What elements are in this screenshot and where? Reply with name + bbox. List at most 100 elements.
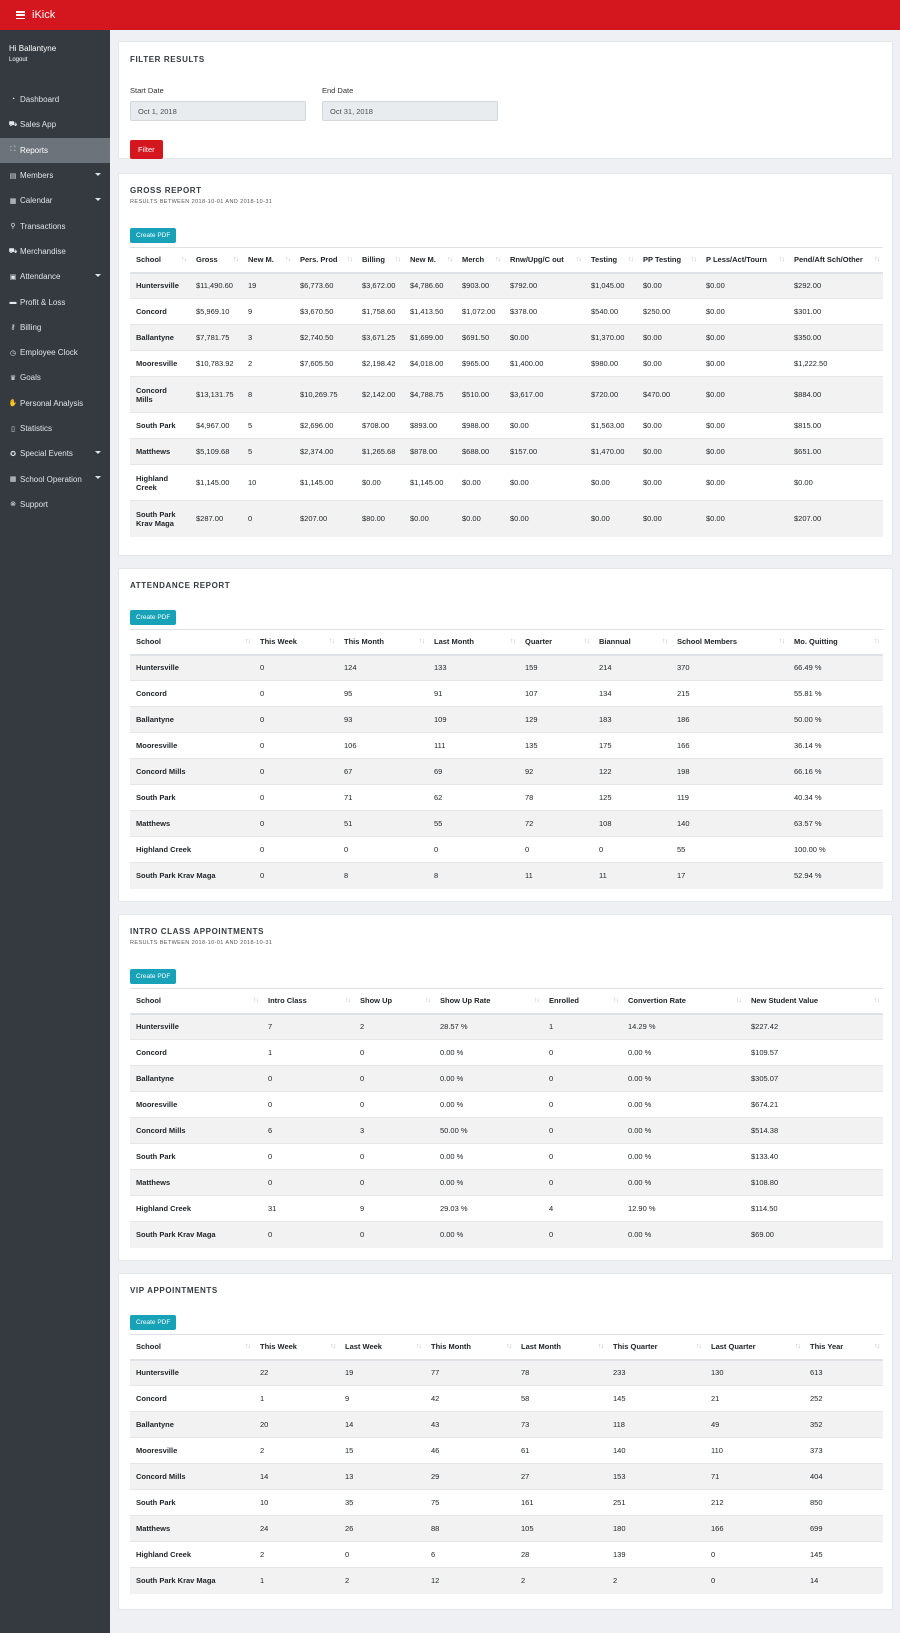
sidebar-item-school-operation[interactable]: ▦ School Operation: [0, 466, 110, 491]
sidebar-item-reports[interactable]: ⛶ Reports: [0, 137, 110, 163]
sidebar-item-support[interactable]: ⊗ Support: [0, 492, 110, 517]
column-header[interactable]: Enrolled ↑↓: [543, 988, 622, 1015]
column-header[interactable]: Quarter ↑↓: [519, 629, 593, 656]
chevron-down-icon[interactable]: [95, 172, 101, 176]
sort-icon[interactable]: ↑↓: [285, 256, 291, 263]
column-header[interactable]: Biannual ↑↓: [593, 629, 671, 656]
sort-icon[interactable]: ↑↓: [395, 256, 401, 263]
chevron-down-icon[interactable]: [95, 274, 101, 278]
sort-icon[interactable]: ↑↓: [419, 638, 425, 645]
sort-icon[interactable]: ↑↓: [662, 638, 668, 645]
column-header[interactable]: Billing ↑↓: [356, 247, 404, 274]
column-header[interactable]: School ↑↓: [130, 1334, 254, 1361]
column-header[interactable]: School Members ↑↓: [671, 629, 788, 656]
sort-icon[interactable]: ↑↓: [506, 1343, 512, 1350]
chevron-down-icon[interactable]: [95, 451, 101, 455]
column-header[interactable]: Pers. Prod ↑↓: [294, 247, 356, 274]
column-header[interactable]: Last Month ↑↓: [515, 1334, 607, 1361]
sidebar-item-employee-clock[interactable]: ◷ Employee Clock: [0, 340, 110, 365]
sort-icon[interactable]: ↑↓: [416, 1343, 422, 1350]
intro-create-pdf-button[interactable]: Create PDF: [130, 969, 177, 984]
column-header[interactable]: This Year ↑↓: [804, 1334, 883, 1361]
sort-icon[interactable]: ↑↓: [447, 256, 453, 263]
sort-icon[interactable]: ↑↓: [495, 256, 501, 263]
sort-icon[interactable]: ↑↓: [253, 997, 259, 1004]
sort-icon[interactable]: ↑↓: [510, 638, 516, 645]
sidebar-item-calendar[interactable]: ▦ Calendar: [0, 188, 110, 213]
column-header[interactable]: This Month ↑↓: [338, 629, 428, 656]
sort-icon[interactable]: ↑↓: [345, 997, 351, 1004]
sort-icon[interactable]: ↑↓: [691, 256, 697, 263]
sort-icon[interactable]: ↑↓: [329, 638, 335, 645]
sort-icon[interactable]: ↑↓: [779, 256, 785, 263]
sidebar-item-goals[interactable]: ♛ Goals: [0, 365, 110, 390]
sort-icon[interactable]: ↑↓: [425, 997, 431, 1004]
column-header[interactable]: This Week ↑↓: [254, 1334, 339, 1361]
column-header[interactable]: School ↑↓: [130, 247, 190, 274]
chevron-down-icon[interactable]: [95, 476, 101, 480]
sidebar-item-sales-app[interactable]: ⛟ Sales App: [0, 112, 110, 137]
sidebar-item-personal-analysis[interactable]: ✋ Personal Analysis: [0, 391, 110, 416]
sort-icon[interactable]: ↑↓: [696, 1343, 702, 1350]
column-header[interactable]: Rnw/Upg/C out ↑↓: [504, 247, 585, 274]
sort-icon[interactable]: ↑↓: [330, 1343, 336, 1350]
column-header[interactable]: School ↑↓: [130, 988, 262, 1015]
chevron-down-icon[interactable]: [95, 198, 101, 202]
sidebar-item-special-events[interactable]: ✪ Special Events: [0, 441, 110, 466]
sort-icon[interactable]: ↑↓: [181, 256, 187, 263]
sidebar-item-attendance[interactable]: ▣ Attendance: [0, 264, 110, 289]
hamburger-menu-icon[interactable]: [16, 11, 25, 19]
column-header[interactable]: Intro Class ↑↓: [262, 988, 354, 1015]
column-header[interactable]: Mo. Quitting ↑↓: [788, 629, 883, 656]
sort-icon[interactable]: ↑↓: [874, 1343, 880, 1350]
column-header[interactable]: Convertion Rate ↑↓: [622, 988, 745, 1015]
sort-icon[interactable]: ↑↓: [598, 1343, 604, 1350]
sort-icon[interactable]: ↑↓: [576, 256, 582, 263]
sidebar-item-billing[interactable]: ⚷ Billing: [0, 315, 110, 340]
column-header[interactable]: Pend/Aft Sch/Other ↑↓: [788, 247, 883, 274]
column-header[interactable]: This Week ↑↓: [254, 629, 338, 656]
sort-icon[interactable]: ↑↓: [736, 997, 742, 1004]
vip-create-pdf-button[interactable]: Create PDF: [130, 1315, 177, 1330]
attendance-create-pdf-button[interactable]: Create PDF: [130, 610, 177, 625]
column-header[interactable]: Last Month ↑↓: [428, 629, 519, 656]
filter-button[interactable]: Filter: [130, 140, 163, 159]
app-title[interactable]: iKick: [32, 9, 56, 21]
end-date-input[interactable]: [322, 101, 498, 121]
column-header[interactable]: PP Testing ↑↓: [637, 247, 700, 274]
sort-icon[interactable]: ↑↓: [584, 638, 590, 645]
column-header[interactable]: Last Week ↑↓: [339, 1334, 425, 1361]
column-header[interactable]: Show Up Rate ↑↓: [434, 988, 543, 1015]
start-date-input[interactable]: [130, 101, 306, 121]
column-header[interactable]: New Student Value ↑↓: [745, 988, 883, 1015]
sort-icon[interactable]: ↑↓: [245, 638, 251, 645]
column-header[interactable]: New M. ↑↓: [404, 247, 456, 274]
column-header[interactable]: Merch ↑↓: [456, 247, 504, 274]
sort-icon[interactable]: ↑↓: [628, 256, 634, 263]
sort-icon[interactable]: ↑↓: [874, 638, 880, 645]
sort-icon[interactable]: ↑↓: [795, 1343, 801, 1350]
sidebar-item-transactions[interactable]: ⚲ Transactions: [0, 213, 110, 238]
column-header[interactable]: Gross ↑↓: [190, 247, 242, 274]
gross-create-pdf-button[interactable]: Create PDF: [130, 228, 177, 243]
column-header[interactable]: This Month ↑↓: [425, 1334, 515, 1361]
sidebar-item-dashboard[interactable]: ◔ Dashboard: [0, 87, 110, 112]
sidebar-item-members[interactable]: ▤ Members: [0, 163, 110, 188]
sort-icon[interactable]: ↑↓: [534, 997, 540, 1004]
logout-link[interactable]: Logout: [9, 57, 28, 63]
sort-icon[interactable]: ↑↓: [874, 256, 880, 263]
column-header[interactable]: School ↑↓: [130, 629, 254, 656]
column-header[interactable]: Testing ↑↓: [585, 247, 637, 274]
sort-icon[interactable]: ↑↓: [245, 1343, 251, 1350]
column-header[interactable]: New M. ↑↓: [242, 247, 294, 274]
sort-icon[interactable]: ↑↓: [874, 997, 880, 1004]
sidebar-item-statistics[interactable]: ▯ Statistics: [0, 416, 110, 441]
column-header[interactable]: Show Up ↑↓: [354, 988, 434, 1015]
sort-icon[interactable]: ↑↓: [233, 256, 239, 263]
column-header[interactable]: P Less/Act/Tourn ↑↓: [700, 247, 788, 274]
column-header[interactable]: This Quarter ↑↓: [607, 1334, 705, 1361]
sort-icon[interactable]: ↑↓: [347, 256, 353, 263]
sidebar-item-merchandise[interactable]: ⛟ Merchandise: [0, 239, 110, 264]
column-header[interactable]: Last Quarter ↑↓: [705, 1334, 804, 1361]
sort-icon[interactable]: ↑↓: [779, 638, 785, 645]
